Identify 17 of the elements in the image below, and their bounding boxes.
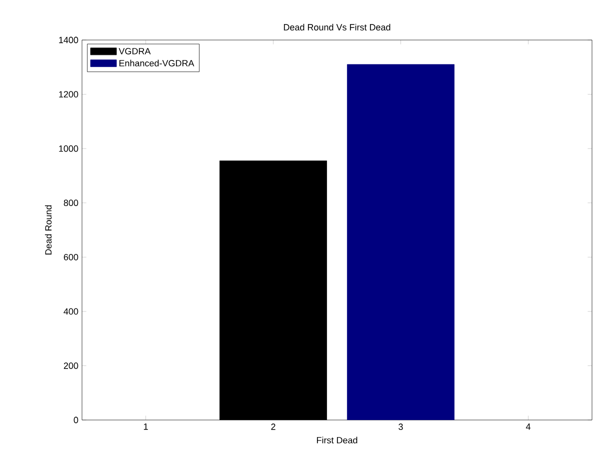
x-tick-label: 4 xyxy=(526,424,530,430)
y-tick-label: 1000 xyxy=(59,145,78,152)
y-tick-label: 800 xyxy=(64,200,78,206)
chart-title: Dead Round Vs First Dead xyxy=(284,24,390,30)
y-tick-label: 400 xyxy=(64,308,78,315)
y-tick-label: 0 xyxy=(74,416,78,424)
y-axis-title: Dead Round xyxy=(44,205,52,255)
y-tick-label: 1200 xyxy=(59,91,78,98)
x-axis-title: First Dead xyxy=(316,436,358,444)
legend-label: VGDRA xyxy=(118,48,151,54)
x-tick-label: 1 xyxy=(144,424,148,430)
y-tick-label: 200 xyxy=(64,362,78,369)
y-tick-label: 1400 xyxy=(59,36,78,44)
y-tick-label: 600 xyxy=(64,254,78,260)
x-tick-label: 2 xyxy=(271,424,276,430)
legend-label: Enhanced-VGDRA xyxy=(119,60,194,66)
x-tick-label: 3 xyxy=(398,424,403,430)
